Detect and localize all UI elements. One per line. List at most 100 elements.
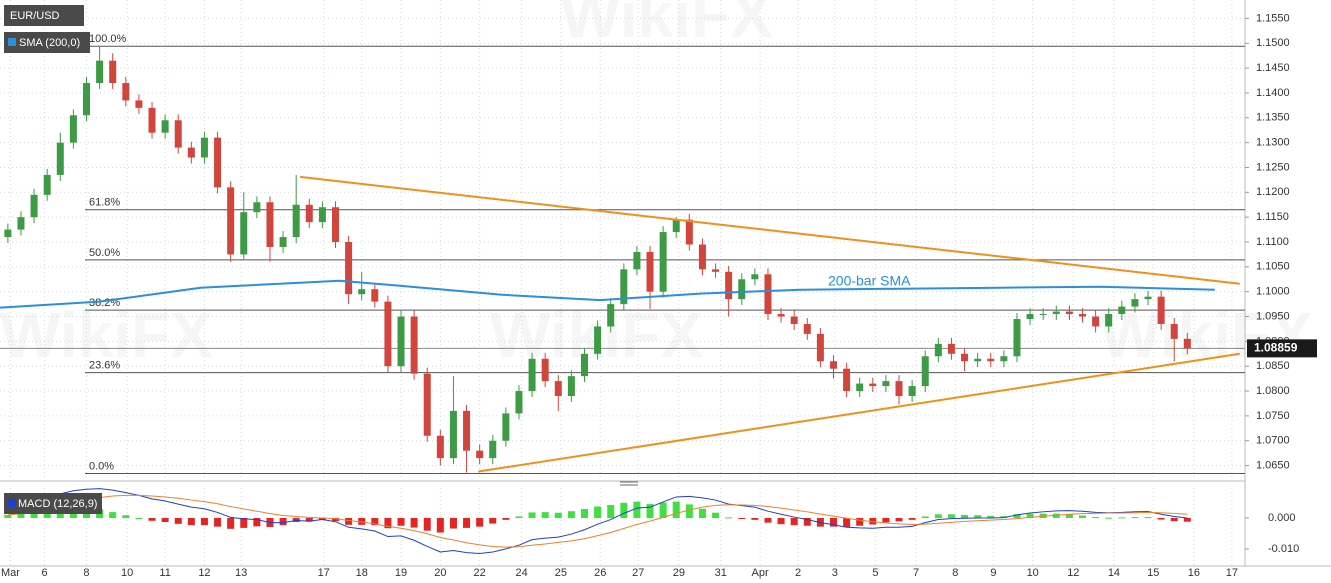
x-tick-label: 2 [795,567,801,579]
histogram-bar [279,517,287,526]
histogram-bar [371,517,379,526]
x-tick-label: 25 [555,567,567,579]
candle-body [712,269,720,272]
candle-body [646,251,654,292]
histogram-bar [358,517,366,525]
candle-body [240,212,248,255]
legend-symbol: EUR/USD [4,5,84,26]
histogram-bar [764,517,772,523]
histogram-bar [738,517,746,519]
histogram-bar [541,512,549,518]
histogram-bar [174,517,182,524]
histogram-bar [476,517,484,527]
y-tick-label: 1.1050 [1256,261,1290,273]
x-tick-label: 27 [632,567,644,579]
candle-body [1078,314,1086,317]
candle-body [869,383,877,387]
histogram-bar [947,514,955,518]
legend-sma-text: SMA (200,0) [19,37,80,49]
x-tick-label: 22 [474,567,486,579]
candle-body [82,83,90,116]
y-tick-label: 1.0800 [1256,385,1290,397]
candle-body [777,314,785,317]
last-price-label: 1.08859 [1254,341,1298,355]
histogram-bar [187,517,195,526]
histogram-bar [1183,517,1191,522]
candle-body [384,301,392,367]
x-tick-label: 7 [913,567,919,579]
y-tick-label: 1.1000 [1256,286,1290,298]
candle-body [200,137,208,158]
histogram-bar [908,517,916,520]
candle-body [463,410,471,451]
x-tick-label: 17 [1226,567,1238,579]
candle-body [266,202,274,247]
candle-body [685,219,693,245]
macd-line [7,488,1188,555]
candle-body [541,358,549,382]
candle-body [515,391,523,414]
candle-body [764,274,772,315]
candle-body [253,202,261,213]
sma-annotation: 200-bar SMA [828,273,911,289]
histogram-bar [607,505,615,518]
x-tick-label: 17 [318,567,330,579]
candle-body [410,316,418,374]
candle-body [17,217,25,230]
legend-macd: MACD (12,26,9) [4,493,102,514]
candle-body [528,358,536,392]
candle-body [1118,306,1126,315]
candle-body [331,207,339,242]
x-tick-label: 11 [159,567,170,579]
candle-body [1183,338,1191,349]
x-tick-label: 14 [1108,567,1120,579]
histogram-bar [777,517,785,525]
y-tick-label: 1.0850 [1256,360,1290,372]
histogram-bar [1013,514,1021,518]
x-tick-label: 18 [356,567,368,579]
legend-box [4,32,90,53]
candle-body [633,251,641,270]
x-tick-label: 9 [990,567,996,579]
x-tick-label: 12 [1067,567,1079,579]
y-tick-label: 1.1300 [1256,137,1290,149]
histogram-bar [895,517,903,522]
candle-body [279,237,287,247]
candle-body [947,343,955,354]
histogram-bar [987,515,995,518]
macd-line [7,494,1188,548]
y-tick-label: 1.1100 [1256,236,1289,248]
histogram-bar [803,517,811,526]
x-tick-label: 16 [1188,567,1200,579]
y-tick-label: -0.010 [1268,543,1299,555]
histogram-bar [148,517,156,521]
y-tick-label: 1.0950 [1256,310,1290,322]
candle-body [1170,323,1178,339]
candle-body [214,137,222,188]
histogram-bar [1092,517,1100,519]
candle-body [698,244,706,270]
fib-label: 61.8% [89,197,120,209]
candle-body [1131,299,1139,307]
candle-body [882,381,890,387]
histogram-bar [161,517,169,523]
histogram-bar [1170,517,1178,522]
candle-body [580,353,588,377]
y-tick-label: 1.1200 [1256,186,1290,198]
candle-body [1000,356,1008,362]
candle-body [1144,296,1152,300]
histogram-bar [1000,516,1008,518]
histogram-bar [240,517,248,528]
x-tick-label: 10 [1027,567,1039,579]
candle-body [659,232,667,292]
histogram-bar [449,517,457,529]
histogram-bar [1105,517,1113,519]
candle-body [318,207,326,223]
x-tick-label: 19 [395,567,407,579]
y-tick-label: 1.1400 [1256,87,1290,99]
candle-body [30,194,38,218]
candle-body [751,274,759,280]
candle-body [96,60,104,84]
